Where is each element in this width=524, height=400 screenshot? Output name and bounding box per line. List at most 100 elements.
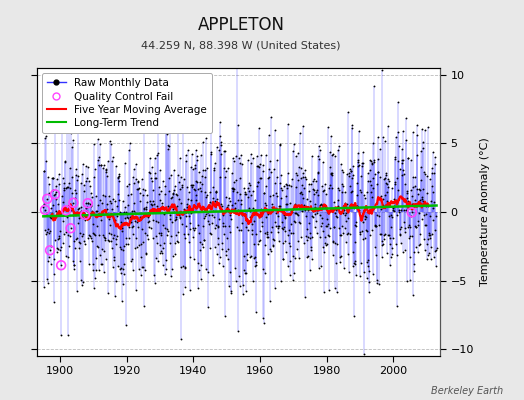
Point — [423, 256, 431, 262]
Point — [68, 190, 76, 196]
Point — [385, 232, 393, 238]
Point — [383, 189, 391, 195]
Point — [350, 312, 358, 319]
Point — [303, 196, 312, 203]
Point — [359, 236, 368, 242]
Point — [384, 184, 392, 190]
Point — [41, 210, 50, 217]
Point — [70, 262, 78, 268]
Point — [301, 174, 309, 180]
Point — [397, 207, 405, 214]
Point — [421, 222, 429, 228]
Point — [228, 184, 236, 191]
Point — [299, 170, 308, 176]
Point — [266, 246, 274, 252]
Point — [420, 212, 428, 218]
Point — [305, 181, 313, 188]
Point — [261, 242, 269, 249]
Point — [302, 233, 310, 239]
Point — [92, 266, 100, 273]
Point — [408, 233, 417, 239]
Point — [118, 198, 127, 204]
Point — [379, 196, 388, 202]
Point — [381, 138, 390, 144]
Point — [72, 172, 81, 178]
Point — [347, 168, 355, 174]
Point — [209, 194, 217, 201]
Point — [154, 219, 162, 226]
Point — [331, 153, 340, 159]
Point — [284, 232, 292, 238]
Point — [119, 271, 128, 278]
Point — [391, 154, 399, 160]
Point — [86, 201, 94, 207]
Point — [160, 183, 169, 190]
Point — [410, 260, 418, 267]
Point — [116, 209, 125, 215]
Point — [116, 244, 124, 250]
Point — [340, 265, 348, 272]
Point — [239, 290, 247, 297]
Point — [394, 158, 402, 164]
Point — [200, 237, 208, 243]
Point — [72, 288, 81, 294]
Point — [398, 156, 407, 163]
Point — [124, 215, 132, 222]
Point — [142, 206, 150, 212]
Point — [270, 236, 278, 243]
Point — [133, 185, 141, 192]
Point — [83, 208, 91, 214]
Point — [400, 206, 409, 213]
Point — [257, 205, 265, 212]
Point — [339, 230, 347, 236]
Point — [426, 176, 434, 182]
Point — [258, 219, 267, 225]
Point — [58, 108, 67, 115]
Point — [183, 204, 191, 210]
Point — [49, 186, 58, 193]
Point — [223, 204, 231, 210]
Point — [288, 208, 296, 215]
Point — [252, 309, 260, 316]
Point — [175, 179, 183, 186]
Point — [361, 216, 369, 222]
Point — [388, 205, 397, 211]
Point — [427, 244, 435, 251]
Point — [329, 238, 337, 245]
Point — [385, 212, 394, 219]
Point — [47, 215, 55, 221]
Point — [236, 160, 244, 166]
Point — [288, 207, 297, 214]
Point — [187, 182, 195, 188]
Point — [132, 161, 140, 168]
Point — [148, 235, 157, 241]
Point — [319, 244, 327, 250]
Point — [47, 205, 56, 211]
Point — [120, 209, 128, 215]
Point — [411, 196, 419, 203]
Point — [146, 170, 154, 176]
Point — [73, 220, 82, 226]
Point — [422, 172, 431, 179]
Point — [125, 224, 133, 230]
Point — [99, 210, 107, 217]
Point — [358, 219, 367, 225]
Point — [225, 283, 233, 289]
Point — [251, 209, 259, 216]
Point — [316, 146, 324, 153]
Point — [324, 124, 332, 130]
Point — [203, 304, 212, 310]
Point — [108, 157, 116, 164]
Point — [332, 289, 341, 296]
Point — [208, 200, 216, 206]
Point — [78, 171, 86, 177]
Point — [166, 240, 174, 246]
Point — [92, 208, 100, 214]
Point — [196, 262, 205, 268]
Point — [282, 249, 290, 255]
Point — [244, 157, 253, 163]
Point — [343, 171, 351, 177]
Point — [263, 230, 271, 237]
Point — [351, 257, 359, 264]
Point — [344, 230, 353, 236]
